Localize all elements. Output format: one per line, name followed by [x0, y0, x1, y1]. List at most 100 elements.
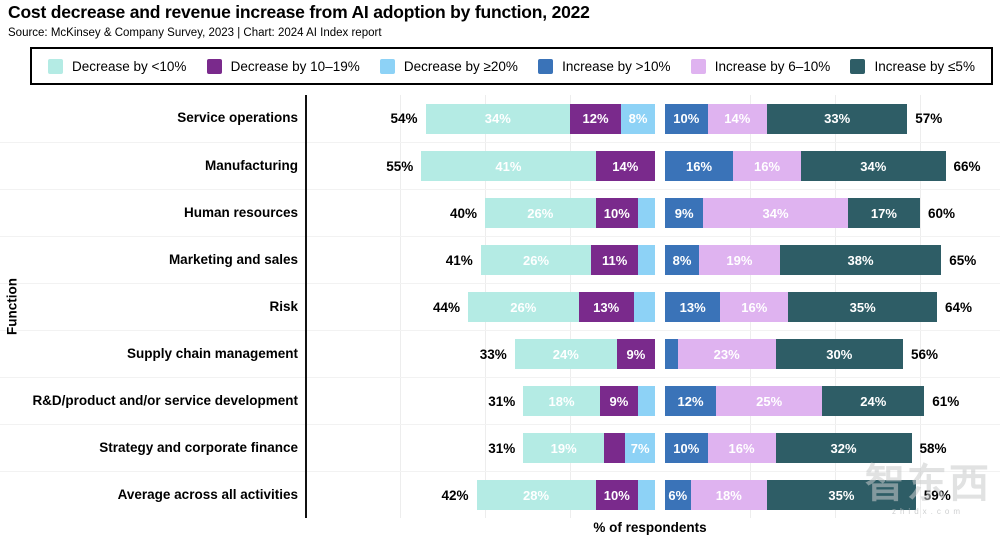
function-label: Supply chain management — [126, 345, 298, 361]
left-total-label: 54% — [390, 111, 418, 126]
bar-segment-inc_gt10: 10% — [665, 103, 708, 134]
right-total-label: 66% — [953, 158, 981, 174]
bar-segment-dec_ge20 — [638, 480, 655, 510]
bar-segment-dec_ge20 — [633, 292, 655, 322]
bar-segment-dec_10_19: 14% — [595, 151, 655, 181]
function-label: Service operations — [177, 110, 298, 126]
bar-segment-dec_lt10: 26% — [485, 198, 596, 228]
bar-segment-dec_lt10: 19% — [523, 433, 604, 463]
bar-segment-inc_6_10: 19% — [699, 245, 780, 275]
chart-row: Supply chain management 33% 24% 9% 23% 30%… — [0, 330, 1000, 377]
bar-segment-inc_6_10: 18% — [690, 480, 767, 510]
bar-segment-inc_6_10: 25% — [716, 386, 823, 416]
function-label: Risk — [269, 298, 298, 314]
bar-segment-inc_gt10: 16% — [665, 151, 733, 181]
bar-segment-inc_6_10: 34% — [703, 198, 848, 228]
bar-segment-inc_le5: 35% — [788, 292, 937, 322]
right-total-label: 64% — [945, 299, 973, 315]
chart-row: Strategy and corporate finance 31% 19% 7%… — [0, 424, 1000, 471]
chart-row: Service operations 54% 34% 12% 8% 10% 14% 33… — [0, 95, 1000, 142]
bar-segment-dec_lt10: 41% — [421, 151, 596, 181]
right-total-label: 65% — [949, 252, 977, 268]
source-line: Source: McKinsey & Company Survey, 2023 … — [8, 27, 382, 39]
bar-segment-inc_gt10: 6% — [665, 480, 691, 510]
revenue-increase-bar: 12% 25% 24% 61% — [665, 378, 1000, 424]
revenue-increase-bar: 6% 18% 35% 59% — [665, 472, 1000, 518]
legend-item-label: Increase by >10% — [562, 58, 671, 74]
cost-decrease-bar: 55% 41% 14% — [307, 143, 655, 189]
legend-item: Decrease by ≥20% — [379, 58, 518, 74]
bar-segment-inc_gt10: 13% — [665, 292, 721, 322]
bar-segment-dec_10_19: 10% — [595, 480, 638, 510]
legend-item: Decrease by 10–19% — [206, 58, 360, 74]
legend-item: Increase by >10% — [538, 58, 671, 74]
bar-segment-inc_le5: 17% — [847, 198, 920, 228]
chart-row: Manufacturing 55% 41% 14% 16% 16% 34% 66% — [0, 142, 1000, 189]
cost-decrease-bar: 40% 26% 10% — [307, 190, 655, 236]
bar-segment-inc_gt10: 9% — [665, 198, 704, 228]
revenue-increase-bar: 13% 16% 35% 64% — [665, 284, 1000, 330]
cost-decrease-bar: 33% 24% 9% — [307, 331, 655, 377]
chart-row: R&D/product and/or service development 3… — [0, 377, 1000, 424]
bar-segment-inc_gt10: 8% — [665, 245, 699, 275]
gridline — [400, 95, 401, 518]
bar-segment-dec_10_19 — [604, 433, 626, 463]
left-total-label: 31% — [488, 440, 516, 456]
legend-swatch-icon — [538, 58, 554, 74]
revenue-increase-bar: 16% 16% 34% 66% — [665, 143, 1000, 189]
y-axis-line — [305, 95, 307, 518]
bar-segment-dec_ge20 — [638, 245, 655, 275]
bar-segment-inc_6_10: 23% — [677, 339, 776, 369]
bar-segment-inc_le5: 35% — [767, 480, 916, 510]
bar-segment-inc_gt10 — [665, 339, 678, 369]
right-total-label: 60% — [928, 205, 956, 221]
function-label: Average across all activities — [117, 486, 298, 502]
legend-swatch-icon — [690, 58, 706, 74]
legend-swatch-icon — [48, 58, 63, 74]
bar-segment-dec_ge20 — [638, 386, 655, 416]
bar-segment-inc_6_10: 16% — [720, 292, 789, 322]
bar-segment-dec_10_19: 9% — [616, 339, 655, 369]
right-total-label: 59% — [923, 487, 951, 503]
legend-item-label: Increase by 6–10% — [714, 58, 831, 74]
legend-item: Decrease by <10% — [48, 58, 187, 74]
function-label: Manufacturing — [205, 157, 298, 173]
legend-item-label: Decrease by 10–19% — [230, 58, 360, 74]
legend-item: Increase by 6–10% — [690, 58, 831, 74]
bar-segment-inc_6_10: 16% — [707, 433, 776, 463]
legend-swatch-icon — [850, 58, 866, 74]
function-label: Marketing and sales — [168, 251, 298, 267]
bar-segment-inc_gt10: 10% — [665, 433, 708, 463]
revenue-increase-bar: 8% 19% 38% 65% — [665, 237, 1000, 283]
cost-decrease-bar: 54% 34% 12% 8% — [307, 95, 655, 142]
bar-segment-dec_lt10: 26% — [468, 292, 579, 322]
chart-row: Marketing and sales 41% 26% 11% 8% 19% 38% 6… — [0, 236, 1000, 283]
right-total-label: 56% — [911, 346, 939, 362]
legend-item-label: Decrease by <10% — [72, 58, 187, 74]
bar-segment-inc_gt10: 12% — [665, 386, 716, 416]
bar-segment-dec_lt10: 28% — [476, 480, 596, 510]
revenue-increase-bar: 9% 34% 17% 60% — [665, 190, 1000, 236]
bar-segment-inc_le5: 33% — [767, 103, 908, 134]
bar-rows: Service operations 54% 34% 12% 8% 10% 14% 33… — [0, 95, 1000, 518]
cost-decrease-bar: 41% 26% 11% — [307, 237, 655, 283]
right-total-label: 57% — [915, 111, 943, 126]
page-title: Cost decrease and revenue increase from … — [8, 2, 590, 22]
revenue-increase-bar: 10% 14% 33% 57% — [665, 95, 1000, 142]
chart-row: Risk 44% 26% 13% 13% 16% 35% 64% — [0, 283, 1000, 330]
left-total-label: 44% — [432, 299, 460, 315]
bar-segment-dec_lt10: 34% — [425, 103, 570, 134]
chart-row: Average across all activities 42% 28% 10%… — [0, 471, 1000, 518]
cost-decrease-bar: 44% 26% 13% — [307, 284, 655, 330]
bar-segment-inc_le5: 34% — [801, 151, 946, 181]
x-axis-title: % of respondents — [593, 520, 707, 535]
bar-segment-dec_10_19: 12% — [570, 103, 621, 134]
cost-decrease-bar: 31% 19% 7% — [307, 425, 655, 471]
right-total-label: 61% — [932, 393, 960, 409]
bar-segment-dec_10_19: 9% — [599, 386, 638, 416]
cost-decrease-bar: 42% 28% 10% — [307, 472, 655, 518]
function-label: R&D/product and/or service development — [32, 392, 298, 408]
bar-segment-inc_6_10: 16% — [733, 151, 801, 181]
plot-area: Service operations 54% 34% 12% 8% 10% 14% 33… — [0, 95, 1000, 518]
cost-decrease-bar: 31% 18% 9% — [307, 378, 655, 424]
